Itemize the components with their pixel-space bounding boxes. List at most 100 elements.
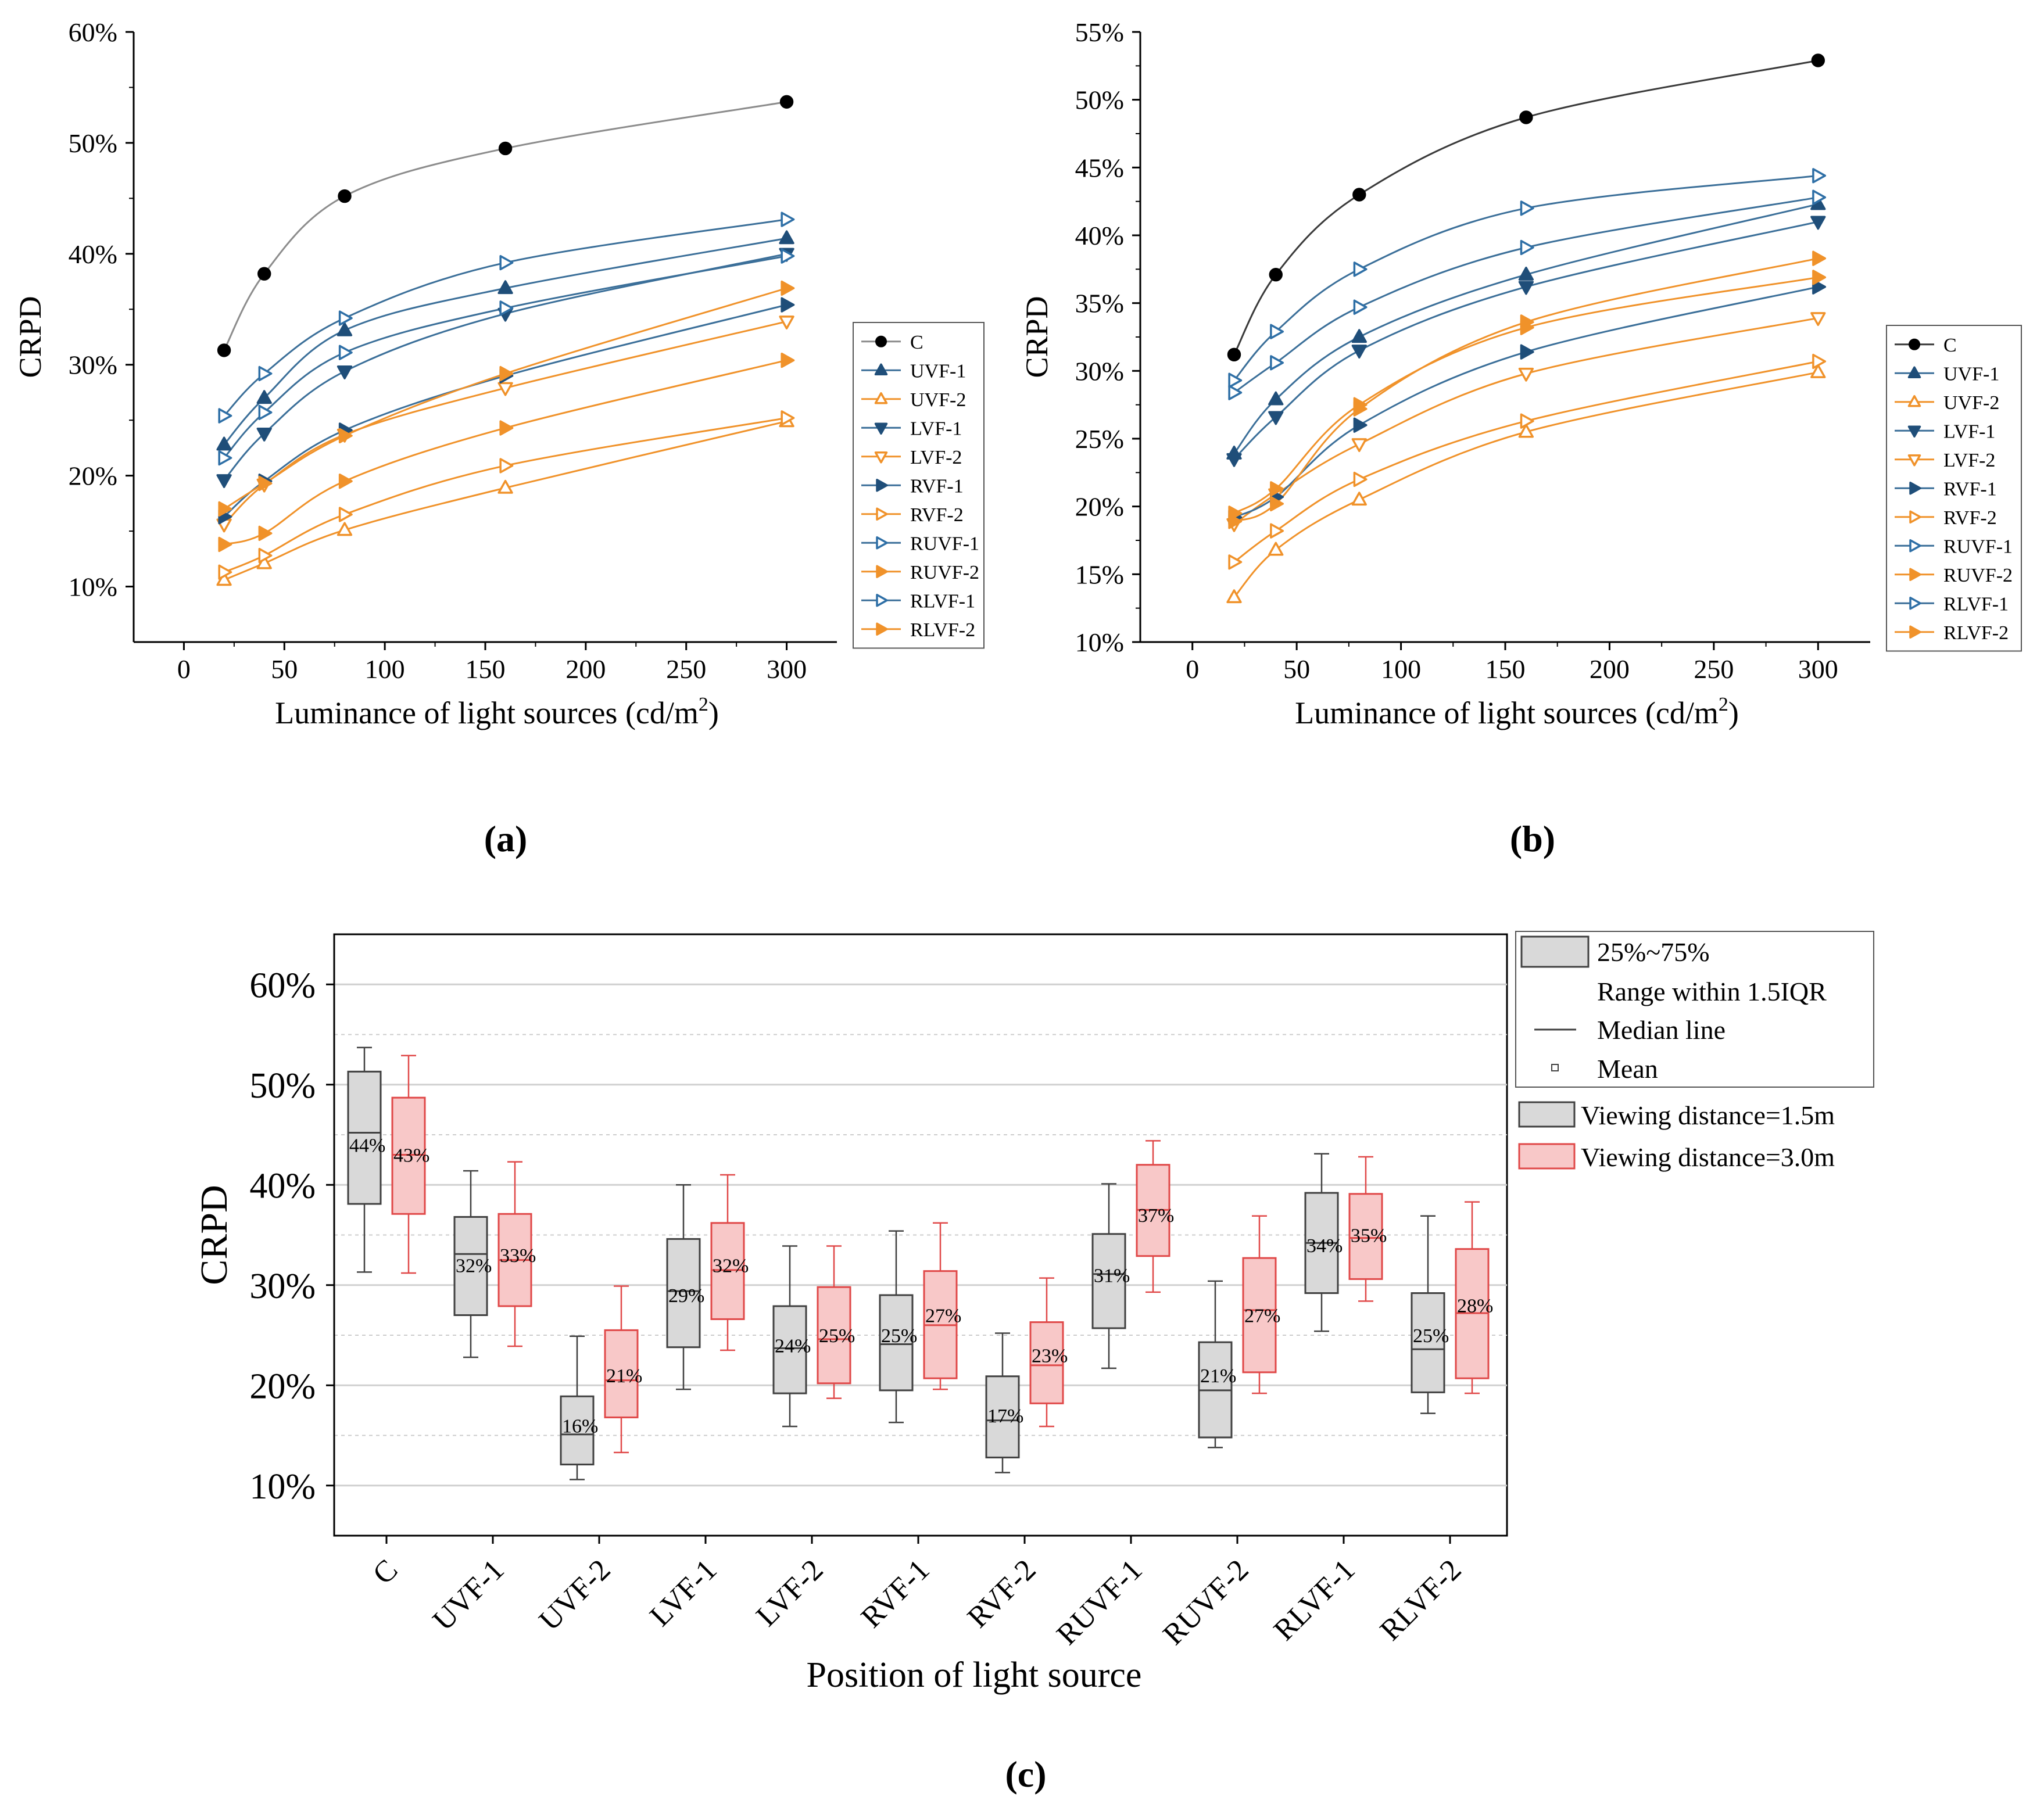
legend-marker bbox=[874, 451, 888, 464]
legend-label: RLVF-2 bbox=[1943, 622, 2009, 644]
box-3-0m-lvf-2: 25% bbox=[817, 1245, 855, 1399]
y-axis-label: CRPD bbox=[193, 1185, 235, 1285]
point-rlvf-1 bbox=[258, 404, 273, 420]
box-1-5m-uvf-1: 32% bbox=[453, 1170, 492, 1358]
x-tick-label: 150 bbox=[466, 654, 506, 684]
box-1-5m-rvf-2: 17% bbox=[985, 1332, 1023, 1473]
x-axis-label: Luminance of light sources (cd/m2) bbox=[1295, 694, 1739, 730]
mean-label: 28% bbox=[1457, 1295, 1493, 1317]
y-tick-label: 50% bbox=[249, 1066, 316, 1106]
point-c bbox=[1269, 267, 1283, 282]
point-ruvf-1 bbox=[499, 254, 514, 271]
legend-label: RLVF-1 bbox=[1943, 593, 2009, 615]
legend-marker bbox=[1907, 454, 1921, 467]
point-rvf-1 bbox=[1812, 279, 1827, 295]
point-uvf-1 bbox=[1268, 391, 1284, 406]
legend-series-swatch bbox=[1518, 1143, 1576, 1170]
point-rlvf-1 bbox=[1270, 355, 1284, 371]
point-lvf-2 bbox=[1518, 367, 1534, 382]
legend-marker bbox=[1909, 625, 1921, 639]
point-lvf-1 bbox=[1226, 453, 1242, 467]
legend-label: C bbox=[910, 332, 923, 353]
panel-label: (c) bbox=[1005, 1754, 1046, 1795]
point-ruvf-1 bbox=[1353, 261, 1368, 277]
legend-label: Median line bbox=[1597, 1015, 1726, 1045]
mean-label: 33% bbox=[500, 1245, 536, 1267]
legend: 25%~75% Range within 1.5IQR Median line Mea… bbox=[1515, 931, 1874, 1172]
y-tick-label: 45% bbox=[1075, 153, 1124, 182]
legend-marker bbox=[874, 392, 888, 404]
y-tick-label: 40% bbox=[249, 1166, 316, 1206]
point-ruvf-2 bbox=[218, 536, 232, 553]
legend-marker bbox=[1909, 338, 1920, 350]
category-label-rvf-1: RVF-1 bbox=[855, 1553, 936, 1634]
point-lvf-1 bbox=[216, 474, 232, 489]
x-axis-label: Position of light source bbox=[807, 1655, 1142, 1695]
legend-marker bbox=[874, 363, 888, 375]
point-rlvf-2 bbox=[1812, 250, 1827, 266]
mean-label: 24% bbox=[775, 1335, 811, 1357]
legend-label: UVF-2 bbox=[1943, 392, 1999, 414]
point-uvf-1 bbox=[256, 390, 272, 404]
point-lvf-1 bbox=[337, 365, 353, 379]
box-3-0m-ruvf-2: 27% bbox=[1242, 1215, 1280, 1394]
legend-series-label: Viewing distance=1.5m bbox=[1581, 1100, 1835, 1130]
x-tick-label: 100 bbox=[1381, 654, 1421, 684]
iqr-box bbox=[1029, 1321, 1064, 1404]
legend-marker bbox=[1909, 597, 1921, 610]
series-line-rlvf-2 bbox=[1233, 257, 1819, 522]
mean-label: 21% bbox=[606, 1365, 642, 1387]
iqr-box bbox=[879, 1294, 914, 1392]
box-3-0m-uvf-2: 21% bbox=[604, 1285, 642, 1454]
point-ruvf-2 bbox=[1270, 481, 1284, 497]
box-3-0m-lvf-1: 32% bbox=[710, 1174, 749, 1351]
iqr-box bbox=[1411, 1292, 1445, 1393]
y-tick-label: 25% bbox=[1075, 424, 1124, 454]
legend-series-label: Viewing distance=3.0m bbox=[1581, 1142, 1835, 1172]
box-3-0m-rlvf-1: 35% bbox=[1348, 1156, 1387, 1302]
iqr-box bbox=[391, 1096, 426, 1215]
point-c bbox=[338, 189, 352, 203]
mean-label: 37% bbox=[1138, 1205, 1174, 1227]
mean-label: 27% bbox=[925, 1306, 961, 1327]
y-tick-label: 50% bbox=[1075, 85, 1124, 115]
point-rlvf-1 bbox=[499, 300, 514, 316]
point-rvf-2 bbox=[1520, 413, 1534, 429]
point-rlvf-1 bbox=[1520, 239, 1534, 256]
x-axis-label-main: Luminance of light sources (cd/m bbox=[1295, 695, 1719, 730]
point-lvf-2 bbox=[1351, 438, 1367, 453]
mean-label: 16% bbox=[562, 1415, 598, 1437]
category-label-uvf-2: UVF-2 bbox=[533, 1553, 617, 1637]
point-uvf-2 bbox=[337, 522, 353, 536]
legend-label: UVF-1 bbox=[910, 360, 966, 382]
panel-a: 0 50 100 150 200 250 300 10% 20% 30% 40% 50% 60% CRPD… bbox=[13, 17, 985, 859]
point-ruvf-1 bbox=[338, 310, 353, 326]
legend-series-swatch bbox=[1518, 1101, 1576, 1128]
point-c bbox=[257, 267, 271, 281]
legend-label: RUVF-1 bbox=[1943, 536, 2013, 557]
category-label-rlvf-2: RLVF-2 bbox=[1374, 1553, 1468, 1647]
legend-label: LVF-1 bbox=[1943, 421, 1995, 442]
point-lvf-1 bbox=[1518, 281, 1534, 295]
point-rlvf-1 bbox=[1228, 385, 1243, 400]
category-label-ruvf-1: RUVF-1 bbox=[1050, 1553, 1148, 1651]
mean-label: 23% bbox=[1032, 1346, 1068, 1367]
legend-label: RVF-2 bbox=[910, 504, 964, 526]
legend-marker bbox=[875, 335, 887, 347]
legend-marker bbox=[1907, 425, 1921, 438]
iqr-box bbox=[453, 1216, 488, 1316]
point-uvf-1 bbox=[337, 322, 353, 336]
x-axis-label: Luminance of light sources (cd/m2) bbox=[275, 694, 719, 730]
x-axis-label-sup: 2 bbox=[1719, 694, 1728, 715]
series-line-rlvf-1 bbox=[1233, 196, 1819, 393]
point-c bbox=[217, 343, 231, 357]
legend-label: Mean bbox=[1597, 1054, 1658, 1084]
point-rlvf-2 bbox=[499, 365, 514, 382]
y-tick-label: 30% bbox=[249, 1267, 316, 1306]
x-tick-label: 100 bbox=[365, 654, 405, 684]
legend-marker bbox=[876, 479, 888, 492]
legend-label: RVF-2 bbox=[1943, 507, 1997, 529]
x-tick-label: 150 bbox=[1485, 654, 1526, 684]
legend-label: RVF-1 bbox=[1943, 478, 1997, 500]
